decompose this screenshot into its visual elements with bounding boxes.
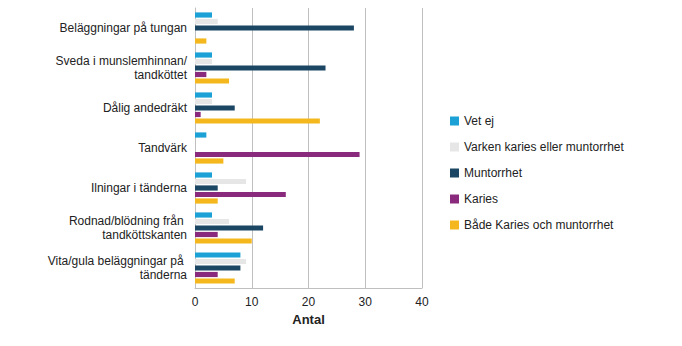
svg-text:Ilningar i tänderna: Ilningar i tänderna — [91, 181, 187, 195]
svg-text:Antal: Antal — [292, 312, 325, 327]
svg-text:tandköttskanten: tandköttskanten — [102, 228, 187, 242]
svg-text:Varken karies eller muntorrhet: Varken karies eller muntorrhet — [464, 140, 625, 154]
svg-text:Tandvärk: Tandvärk — [138, 141, 188, 155]
svg-text:Rodnad/blödning från: Rodnad/blödning från — [69, 214, 187, 228]
svg-text:40: 40 — [415, 295, 429, 309]
svg-text:30: 30 — [359, 295, 373, 309]
svg-text:tänderna: tänderna — [140, 268, 188, 282]
svg-text:Vita/gula beläggningar på: Vita/gula beläggningar på — [48, 254, 187, 268]
svg-text:Vet ej: Vet ej — [464, 114, 494, 128]
svg-text:10: 10 — [245, 295, 259, 309]
svg-text:20: 20 — [302, 295, 316, 309]
svg-text:Beläggningar på tungan: Beläggningar på tungan — [60, 21, 187, 35]
svg-text:0: 0 — [192, 295, 199, 309]
svg-text:Muntorrhet: Muntorrhet — [464, 166, 523, 180]
svg-text:Både Karies och muntorrhet: Både Karies och muntorrhet — [464, 218, 614, 232]
svg-text:Karies: Karies — [464, 192, 498, 206]
svg-text:Sveda i munslemhinnan/: Sveda i munslemhinnan/ — [56, 54, 188, 68]
svg-text:tandköttet: tandköttet — [134, 68, 187, 82]
svg-text:Dålig andedräkt: Dålig andedräkt — [103, 101, 188, 115]
